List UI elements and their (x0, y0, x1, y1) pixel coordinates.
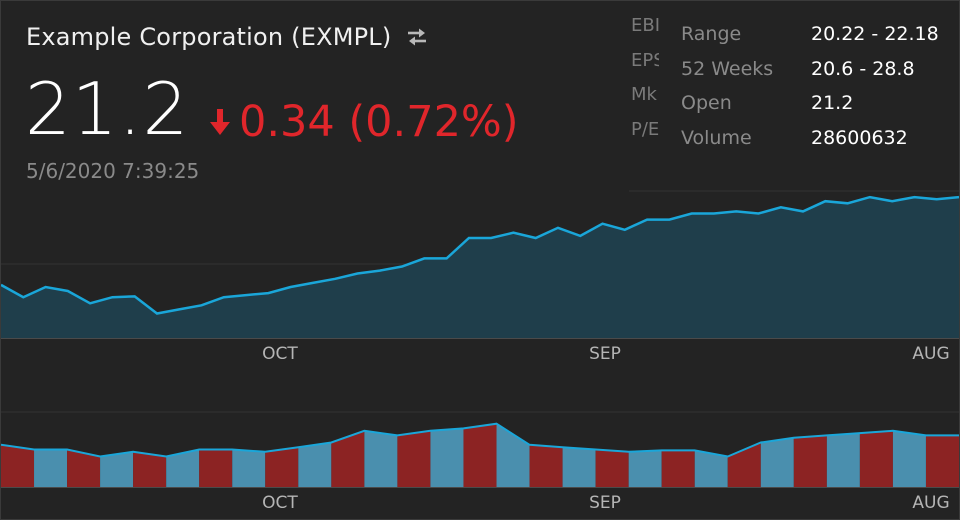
stat-value: 28600632 (811, 127, 908, 149)
quote-timestamp: 5/6/2020 7:39:25 (26, 159, 200, 183)
volume-band (463, 423, 497, 487)
swap-arrows-icon[interactable] (405, 25, 429, 49)
stat-label: Volume (681, 127, 752, 149)
current-price: 21.2 (25, 67, 190, 151)
stat-label: Range (681, 23, 742, 45)
volume-band (331, 430, 365, 487)
volume-band (925, 435, 959, 487)
stat-value: 21.2 (811, 92, 854, 114)
hidden-stat-ebitda: EBI (631, 15, 659, 36)
stat-value: 20.6 - 28.8 (811, 58, 915, 80)
volume-band (496, 423, 530, 487)
volume-band (430, 428, 464, 487)
volume-band (529, 444, 563, 487)
hidden-stat-eps: EPS (631, 49, 659, 71)
volume-axis-label-sep: SEP (589, 493, 621, 513)
volume-band (166, 449, 200, 487)
price-area (1, 197, 959, 338)
axis-label-aug: AUG (912, 344, 949, 364)
volume-band (793, 435, 827, 487)
volume-band (364, 430, 398, 487)
volume-band (694, 450, 728, 487)
volume-band (595, 449, 629, 487)
axis-label-sep: SEP (589, 344, 621, 364)
stat-label: 52 Weeks (681, 58, 774, 80)
stat-row-52-weeks: 52 Weeks 20.6 - 28.8 (681, 58, 915, 80)
volume-band (892, 430, 926, 487)
arrow-down-icon (210, 109, 230, 135)
price-change: 0.34 (0.72%) (209, 93, 519, 151)
title-row: Example Corporation (EXMPL) (26, 23, 429, 51)
price-line (1, 195, 959, 315)
stat-label: Open (681, 92, 732, 114)
axis-label-oct: OCT (262, 344, 298, 364)
volume-band (199, 449, 233, 487)
volume-band (1, 444, 35, 487)
volume-band (100, 451, 134, 487)
volume-band (760, 437, 794, 487)
stat-value: 20.22 - 22.18 (811, 23, 939, 45)
stats-panel: Range 20.22 - 22.18 52 Weeks 20.6 - 28.8 O… (661, 15, 959, 189)
stat-row-open: Open 21.2 (681, 92, 853, 114)
volume-band (397, 430, 431, 487)
stat-row-volume: Volume 28600632 (681, 127, 908, 149)
volume-band (232, 449, 266, 487)
volume-band (133, 451, 167, 487)
volume-band (628, 450, 662, 487)
volume-chart (1, 411, 959, 488)
volume-band (67, 449, 101, 487)
volume-line (1, 422, 959, 458)
stat-row-range: Range 20.22 - 22.18 (681, 23, 939, 45)
volume-axis-label-aug: AUG (912, 493, 949, 513)
volume-x-axis: OCT SEP AUG (262, 493, 949, 513)
price-change-value: 0.34 (0.72%) (239, 97, 519, 147)
price-chart (1, 190, 959, 339)
price-x-axis: OCT SEP AUG (262, 344, 949, 364)
hidden-stat-mkt-cap: Mk (631, 84, 657, 105)
volume-band (562, 447, 596, 487)
volume-axis-label-oct: OCT (262, 493, 298, 513)
volume-band (34, 449, 68, 487)
company-title: Example Corporation (EXMPL) (26, 23, 392, 51)
volume-band (661, 450, 695, 487)
volume-band (826, 433, 860, 487)
hidden-stats-column: EBI EPS Mk P/E (631, 13, 659, 151)
hidden-stat-pe: P/E (631, 118, 659, 140)
volume-bands (1, 423, 959, 487)
volume-band (298, 442, 332, 487)
volume-band (265, 447, 299, 487)
volume-band (859, 430, 893, 487)
